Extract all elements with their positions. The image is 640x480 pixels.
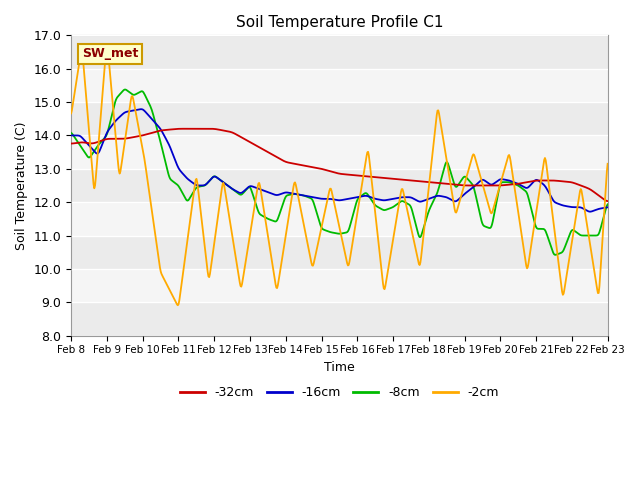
Text: SW_met: SW_met	[82, 48, 138, 60]
Y-axis label: Soil Temperature (C): Soil Temperature (C)	[15, 121, 28, 250]
Title: Soil Temperature Profile C1: Soil Temperature Profile C1	[236, 15, 443, 30]
Bar	[71, 135, 607, 169]
Legend: -32cm, -16cm, -8cm, -2cm: -32cm, -16cm, -8cm, -2cm	[175, 382, 504, 405]
Bar	[71, 202, 607, 236]
Bar	[71, 269, 607, 302]
X-axis label: Time: Time	[324, 361, 355, 374]
Bar	[71, 69, 607, 102]
